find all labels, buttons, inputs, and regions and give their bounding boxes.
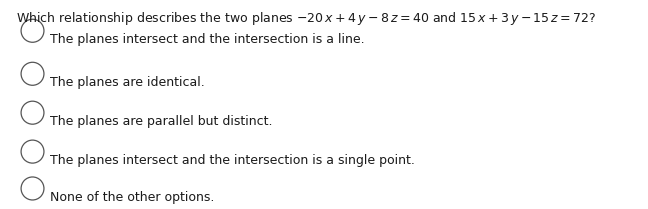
- Text: Which relationship describes the two planes $-20\,x + 4\,y - 8\,z = 40$ and $15\: Which relationship describes the two pla…: [16, 10, 596, 27]
- Text: The planes are parallel but distinct.: The planes are parallel but distinct.: [50, 115, 272, 128]
- Text: The planes intersect and the intersection is a single point.: The planes intersect and the intersectio…: [50, 154, 415, 167]
- Text: The planes intersect and the intersection is a line.: The planes intersect and the intersectio…: [50, 33, 364, 46]
- Text: The planes are identical.: The planes are identical.: [50, 76, 204, 89]
- Text: None of the other options.: None of the other options.: [50, 191, 214, 204]
